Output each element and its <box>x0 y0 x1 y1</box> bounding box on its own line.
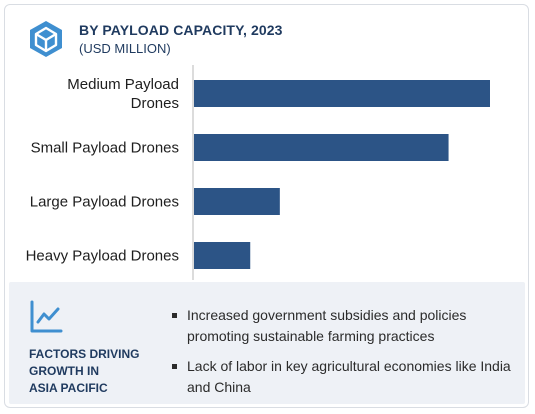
factors-list: Increased government subsidies and polic… <box>169 305 514 407</box>
factors-title: FACTORS DRIVING GROWTH IN ASIA PACIFIC <box>29 347 140 395</box>
bar <box>194 188 280 215</box>
bar <box>194 242 251 269</box>
bullet-marker <box>172 313 177 318</box>
category-label: Large Payload Drones <box>30 194 179 211</box>
category-label: Heavy Payload Drones <box>26 248 179 265</box>
factor-text: Increased government subsidies and polic… <box>187 307 467 344</box>
category-label: Medium Payload Drones <box>67 76 179 112</box>
chart-title: BY PAYLOAD CAPACITY, 2023 <box>79 22 283 38</box>
bar <box>194 80 490 107</box>
bullet-marker <box>172 364 177 369</box>
infographic-card: BY PAYLOAD CAPACITY, 2023 (USD MILLION) … <box>4 4 529 408</box>
factor-item: Lack of labor in key agricultural econom… <box>169 356 514 398</box>
category-label: Small Payload Drones <box>31 140 179 157</box>
growth-factors-panel: FACTORS DRIVING GROWTH IN ASIA PACIFIC I… <box>9 282 525 404</box>
cube-icon <box>30 21 62 57</box>
factor-text: Lack of labor in key agricultural econom… <box>187 358 511 395</box>
factor-item: Increased government subsidies and polic… <box>169 305 514 347</box>
chart-subtitle: (USD MILLION) <box>79 41 171 56</box>
bar <box>194 134 449 161</box>
trend-line-icon <box>30 300 63 333</box>
bar-chart: Medium Payload Drones Small Payload Drones… <box>26 65 490 280</box>
